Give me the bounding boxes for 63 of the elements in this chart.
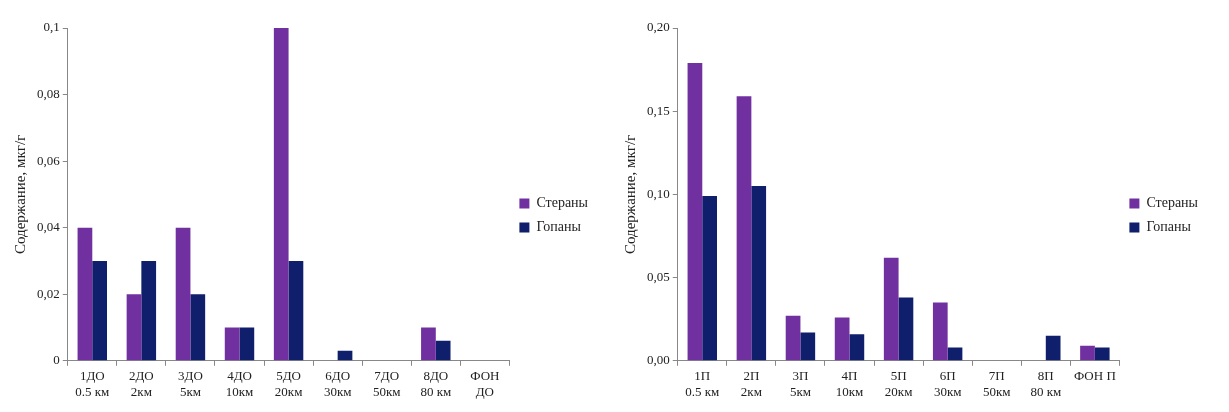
x-tick-label: ФОН ДО — [470, 368, 500, 399]
bar — [834, 317, 850, 361]
y-axis-title: Содержание, мкг/г — [11, 134, 28, 255]
bar — [421, 327, 436, 361]
x-tick-label: 8ДО 80 км — [420, 368, 452, 399]
x-tick-label: 5ДО 20км — [274, 368, 303, 399]
bar — [1080, 345, 1095, 361]
bar — [224, 327, 240, 361]
bar — [288, 260, 304, 361]
y-tick-label: 0,06 — [37, 152, 61, 168]
y-tick-label: 0,15 — [647, 102, 670, 118]
bar — [126, 294, 142, 361]
bar — [736, 96, 752, 361]
x-tick-label: 5П 20км — [884, 368, 913, 399]
bar — [77, 227, 93, 361]
bar — [898, 297, 914, 361]
x-tick-label: 7П 50км — [982, 368, 1011, 399]
x-tick-label: 6ДО 30км — [323, 368, 352, 399]
legend-label: Гопаны — [1146, 219, 1192, 235]
y-axis-title: Содержание, мкг/г — [621, 134, 638, 255]
bar — [337, 350, 353, 361]
bar — [849, 334, 865, 361]
bar — [1094, 347, 1110, 361]
legend-label: Гопаны — [536, 219, 582, 235]
bar — [687, 62, 703, 361]
bar — [751, 186, 767, 361]
bar — [800, 332, 816, 361]
x-tick-label: 1ДО 0.5 км — [75, 368, 110, 399]
y-tick-label: 0,10 — [647, 185, 670, 201]
x-tick-label: 8П 80 км — [1030, 368, 1062, 399]
y-tick-label: 0,20 — [647, 19, 670, 35]
y-tick-label: 0,1 — [43, 19, 60, 35]
bar — [239, 327, 255, 361]
bar — [785, 315, 801, 361]
legend-label: Стераны — [536, 195, 589, 211]
bar — [932, 302, 948, 361]
bar — [141, 260, 157, 361]
x-tick-label: 4П 10км — [835, 368, 864, 399]
x-tick-label: ФОН П — [1073, 368, 1116, 384]
x-tick-label: 7ДО 50км — [372, 368, 401, 399]
x-tick-label: 3П 5км — [789, 368, 811, 399]
y-tick-label: 0,02 — [37, 285, 60, 301]
bar — [273, 28, 289, 361]
y-tick-label: 0,04 — [37, 219, 61, 235]
bar — [92, 260, 108, 361]
bar — [175, 227, 191, 361]
x-tick-label: 2ДО 2км — [128, 368, 154, 399]
x-tick-label: 4ДО 10км — [225, 368, 254, 399]
y-tick-label: 0,08 — [37, 85, 60, 101]
y-tick-label: 0,00 — [647, 352, 670, 368]
bar — [190, 294, 206, 361]
legend-label: Стераны — [1146, 195, 1199, 211]
bar — [883, 257, 899, 361]
y-tick-label: 0 — [53, 352, 60, 368]
bar — [702, 196, 718, 361]
x-tick-label: 2П 2км — [740, 368, 762, 399]
x-tick-label: 1П 0.5 км — [685, 368, 720, 399]
y-tick-label: 0,05 — [647, 269, 670, 285]
bar — [435, 340, 451, 361]
bar — [1045, 335, 1061, 361]
x-tick-label: 6П 30км — [933, 368, 962, 399]
x-tick-label: 3ДО 5км — [178, 368, 203, 399]
bar — [947, 347, 963, 361]
